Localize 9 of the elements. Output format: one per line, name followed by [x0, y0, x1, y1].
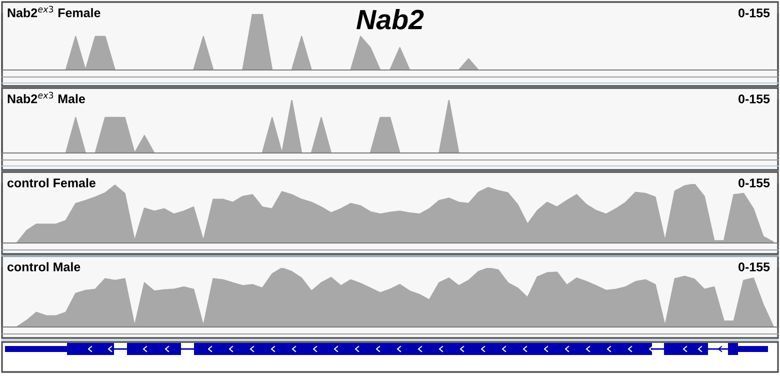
chart-title: Nab2	[356, 9, 424, 30]
annotation: 0-155	[738, 94, 770, 104]
series-label: Nab2$^{ex3}$ Male	[8, 92, 85, 104]
series-label: control Female	[7, 178, 96, 188]
series-label: Nab2$^{ex3}$ Female	[8, 6, 100, 18]
annotation: 0-155	[738, 178, 770, 188]
annotation: 0-155	[738, 262, 770, 272]
series-label: control Male	[7, 262, 80, 272]
annotation: 0-155	[738, 8, 770, 18]
